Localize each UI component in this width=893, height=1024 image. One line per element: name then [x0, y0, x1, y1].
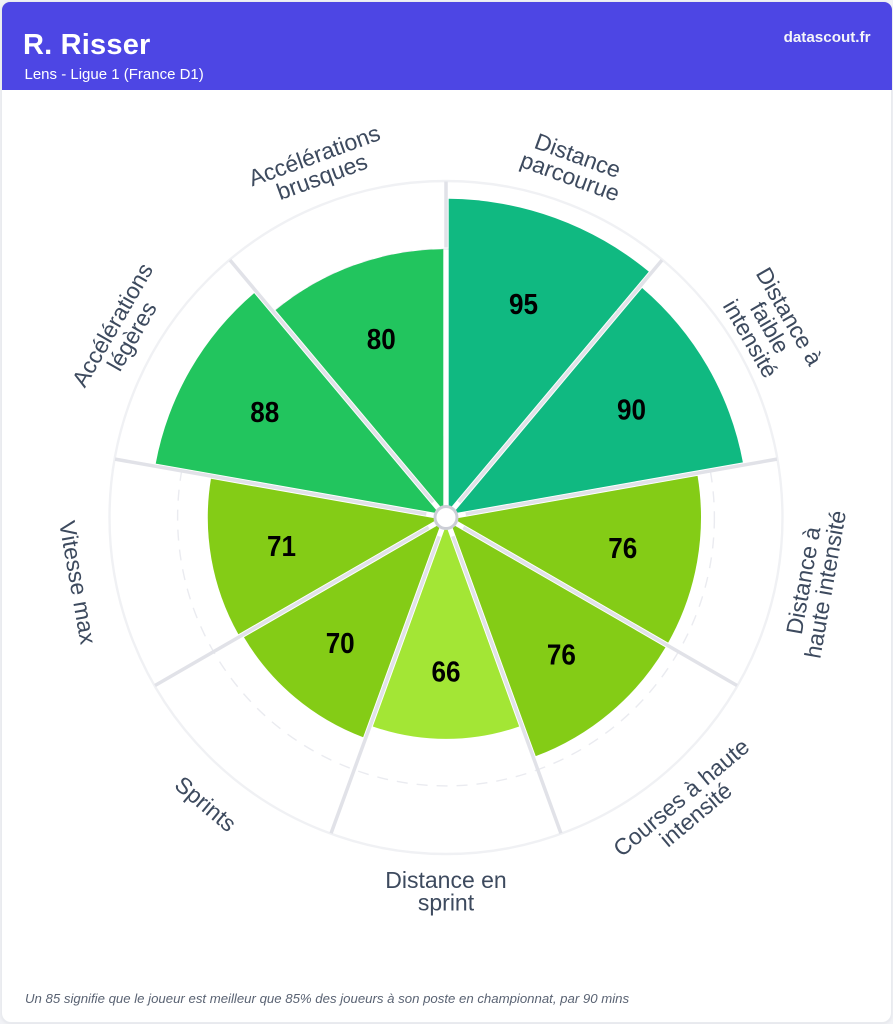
svg-text:90: 90: [617, 395, 646, 427]
svg-text:Distance àhaute intensité: Distance àhaute intensité: [777, 505, 851, 661]
svg-text:70: 70: [326, 628, 355, 660]
svg-text:66: 66: [432, 656, 461, 688]
svg-text:95: 95: [509, 289, 538, 321]
svg-text:Vitesse max: Vitesse max: [54, 519, 101, 647]
svg-text:80: 80: [367, 324, 396, 356]
svg-text:88: 88: [250, 397, 279, 429]
svg-text:Sprints: Sprints: [170, 771, 242, 837]
svg-text:76: 76: [547, 639, 576, 671]
svg-text:76: 76: [608, 533, 637, 565]
svg-text:71: 71: [267, 531, 296, 563]
